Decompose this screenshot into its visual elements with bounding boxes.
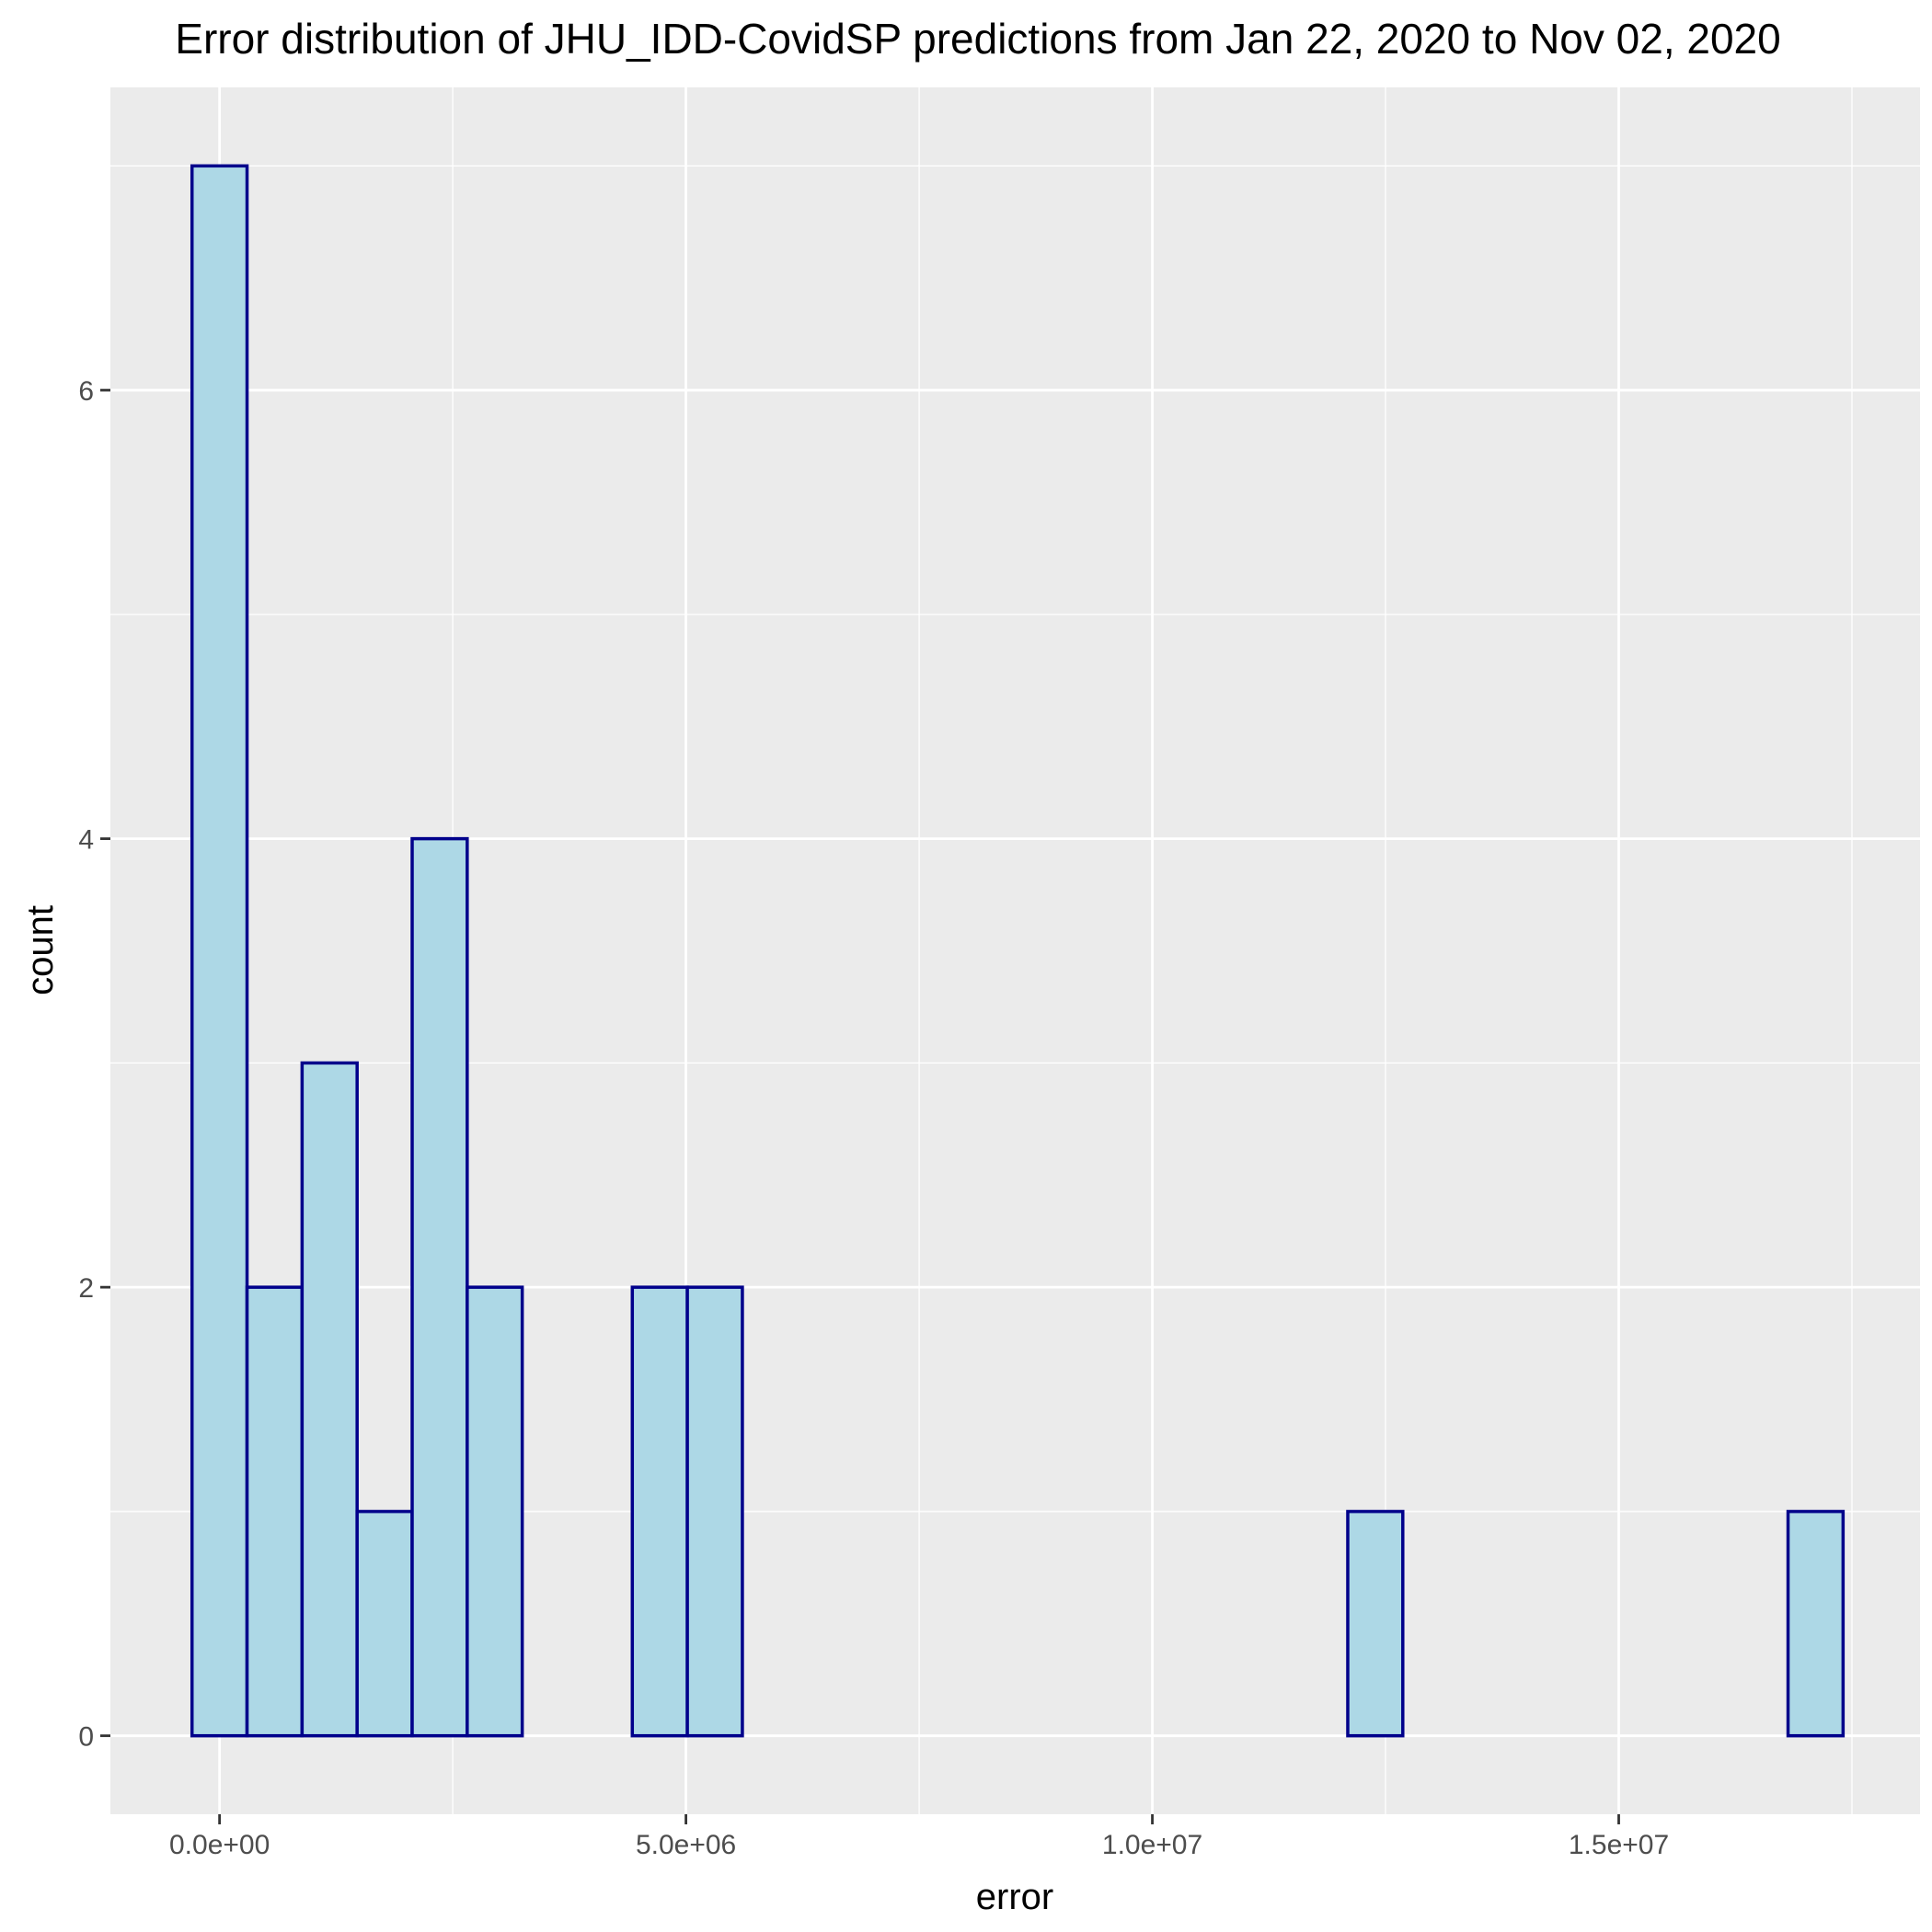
histogram-bar <box>630 1285 689 1738</box>
y-tick-label: 2 <box>78 1273 94 1304</box>
histogram-bar <box>190 164 249 1738</box>
y-tick-label: 6 <box>78 376 94 407</box>
histogram-bar <box>355 1510 414 1738</box>
x-tick-label: 5.0e+06 <box>636 1830 736 1860</box>
histogram-bar <box>410 836 469 1738</box>
y-axis-title: count <box>20 905 61 995</box>
y-axis: 0 2 4 6 <box>78 376 110 1753</box>
x-axis: 0.0e+00 5.0e+06 1.0e+07 1.5e+07 <box>169 1814 1669 1860</box>
histogram-bars <box>190 164 1846 1738</box>
histogram-bar <box>300 1061 359 1738</box>
histogram-bar <box>685 1285 744 1738</box>
y-tick-label: 4 <box>78 825 94 856</box>
histogram-bar <box>1346 1510 1405 1738</box>
histogram-bar <box>245 1285 305 1738</box>
x-tick-label: 1.5e+07 <box>1569 1830 1669 1860</box>
histogram-bar <box>466 1285 524 1738</box>
x-tick-label: 1.0e+07 <box>1102 1830 1202 1860</box>
chart-title: Error distribution of JHU_IDD-CovidSP pr… <box>175 15 1780 63</box>
x-tick-label: 0.0e+00 <box>169 1830 270 1860</box>
y-tick-label: 0 <box>78 1722 94 1753</box>
x-axis-title: error <box>976 1877 1053 1917</box>
histogram-bar <box>1786 1510 1846 1738</box>
